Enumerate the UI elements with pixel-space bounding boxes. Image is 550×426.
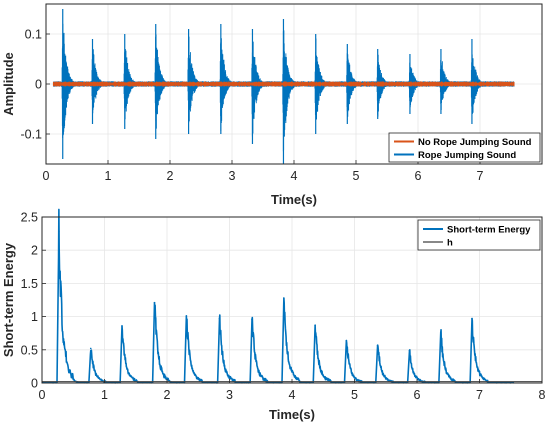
energy-ticks: 0 1 2 3 4 5 6 7 8 0 0.5 1 1.5 2 2.5 — [21, 211, 546, 403]
amplitude-x-tick-label: 0 — [43, 169, 50, 183]
energy-plot: 0 1 2 3 4 5 6 7 8 0 0.5 1 1.5 2 2.5 Time(s) Short-term… — [1, 208, 546, 422]
energy-legend-box — [417, 219, 541, 251]
amplitude-y-tick-label: -0.1 — [20, 128, 42, 142]
energy-peak-point — [153, 301, 156, 304]
amplitude-x-tick-label: 7 — [477, 169, 484, 183]
energy-peak-point — [471, 317, 473, 320]
energy-x-tick-label: 3 — [226, 388, 233, 402]
energy-y-tick-label: 0.5 — [21, 343, 38, 357]
amplitude-ticks: 0 1 2 3 4 5 6 7 -0.1 0 0.1 — [20, 28, 483, 184]
energy-peak-point — [58, 230, 60, 233]
legend-label-threshold: h — [447, 238, 453, 249]
energy-x-tick-label: 2 — [164, 388, 171, 402]
energy-x-axis-label: Time(s) — [269, 407, 315, 422]
amplitude-plot: 0 1 2 3 4 5 6 7 -0.1 0 0.1 Time(s) Amplitude No Ro… — [1, 3, 543, 207]
amplitude-legend: No Rope Jumping Sound Rope Jumping Sound — [388, 132, 541, 163]
energy-peak-point — [121, 325, 123, 327]
energy-x-tick-label: 7 — [476, 388, 483, 402]
amplitude-x-tick-label: 6 — [415, 169, 422, 183]
energy-peak-point — [283, 297, 285, 299]
energy-x-tick-label: 4 — [289, 388, 296, 402]
amplitude-legend-box — [388, 132, 541, 163]
amplitude-x-tick-label: 4 — [291, 169, 298, 183]
energy-x-tick-label: 8 — [539, 388, 546, 402]
energy-legend: Short-term Energy h — [417, 219, 541, 251]
legend-label-rope: Rope Jumping Sound — [418, 150, 516, 161]
amplitude-y-tick-label: 0.1 — [25, 28, 42, 42]
amplitude-x-tick-label: 5 — [353, 169, 360, 183]
amplitude-series — [52, 9, 515, 164]
energy-y-axis-label: Short-term Energy — [1, 242, 16, 357]
legend-label-norope: No Rope Jumping Sound — [418, 137, 532, 148]
energy-x-tick-label: 0 — [39, 388, 46, 402]
energy-peak-point — [218, 317, 221, 320]
energy-y-tick-label: 2.5 — [21, 211, 38, 225]
amplitude-y-axis-label: Amplitude — [1, 52, 16, 116]
amplitude-x-tick-label: 3 — [229, 169, 236, 183]
energy-peak-point — [439, 331, 442, 334]
amplitude-x-tick-label: 2 — [167, 169, 174, 183]
amplitude-x-tick-label: 1 — [105, 169, 112, 183]
energy-peak-point — [89, 347, 92, 350]
energy-x-tick-label: 6 — [414, 388, 421, 402]
energy-y-tick-label: 0 — [31, 377, 38, 391]
energy-peak-point — [345, 339, 348, 342]
energy-y-tick-label: 1.5 — [21, 277, 38, 291]
energy-peak-point — [376, 344, 379, 346]
legend-label-energy: Short-term Energy — [447, 225, 531, 236]
energy-peak-point — [314, 324, 316, 327]
energy-peak-point — [408, 349, 411, 352]
amplitude-y-tick-label: 0 — [35, 78, 42, 92]
energy-peak-point — [185, 315, 188, 317]
energy-x-tick-label: 5 — [351, 388, 358, 402]
amplitude-x-axis-label: Time(s) — [271, 192, 317, 207]
energy-y-tick-label: 2 — [31, 244, 38, 258]
energy-y-tick-label: 1 — [31, 310, 38, 324]
energy-peak-point — [251, 318, 253, 321]
energy-x-tick-label: 1 — [101, 388, 108, 402]
